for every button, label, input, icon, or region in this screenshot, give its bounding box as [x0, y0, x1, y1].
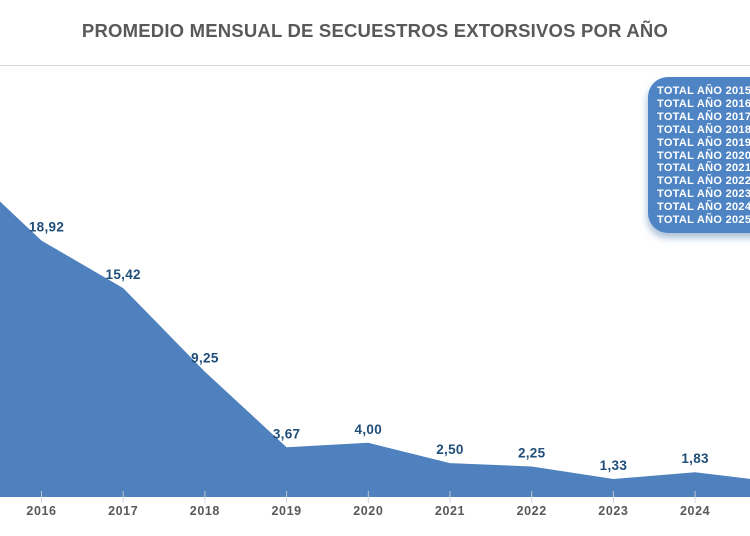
x-axis-label: 2022	[517, 504, 547, 518]
data-label: 3,67	[273, 426, 300, 441]
data-label: 15,42	[106, 267, 141, 282]
x-axis-label: 2021	[435, 504, 465, 518]
data-label: 4,00	[355, 422, 382, 437]
data-label: 1,33	[600, 458, 628, 473]
legend-box: TOTAL AÑO 2015 TOTAL AÑO 2016 TOTAL AÑO 20…	[648, 77, 750, 233]
legend-item: TOTAL AÑO 2021	[657, 162, 750, 175]
data-label: 9,25	[191, 351, 219, 366]
legend-item: TOTAL AÑO 2025	[657, 214, 750, 227]
x-axis-label: 2020	[353, 504, 383, 518]
legend-item: TOTAL AÑO 2016	[657, 97, 750, 110]
legend-item: TOTAL AÑO 2023	[657, 188, 750, 201]
data-label: 1,83	[681, 451, 709, 466]
legend-item: TOTAL AÑO 2015	[657, 85, 750, 97]
x-axis-label: 2019	[271, 504, 301, 518]
legend-item: TOTAL AÑO 2017	[657, 110, 750, 123]
x-axis-label: 2023	[598, 504, 628, 518]
data-label: 2,25	[518, 446, 546, 461]
chart-title: PROMEDIO MENSUAL DE SECUESTROS EXTORSIVO…	[81, 20, 669, 41]
data-label: 2,50	[436, 442, 463, 457]
legend-item: TOTAL AÑO 2022	[657, 175, 750, 188]
area-series	[0, 201, 750, 497]
title-separator	[0, 65, 750, 66]
x-axis-label: 2024	[680, 504, 710, 518]
x-axis-label: 2016	[26, 504, 56, 518]
x-axis-label: 2018	[190, 504, 220, 518]
data-label: 18,92	[29, 220, 64, 235]
legend-item: TOTAL AÑO 2020	[657, 149, 750, 162]
legend-item: TOTAL AÑO 2018	[657, 123, 750, 136]
x-axis-label: 2017	[108, 504, 138, 518]
legend-item: TOTAL AÑO 2024	[657, 201, 750, 214]
legend-item: TOTAL AÑO 2019	[657, 136, 750, 149]
